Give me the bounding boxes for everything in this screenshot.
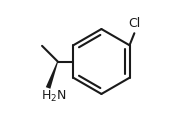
- Polygon shape: [46, 61, 58, 89]
- Text: H$_2$N: H$_2$N: [41, 89, 67, 104]
- Text: Cl: Cl: [128, 17, 140, 30]
